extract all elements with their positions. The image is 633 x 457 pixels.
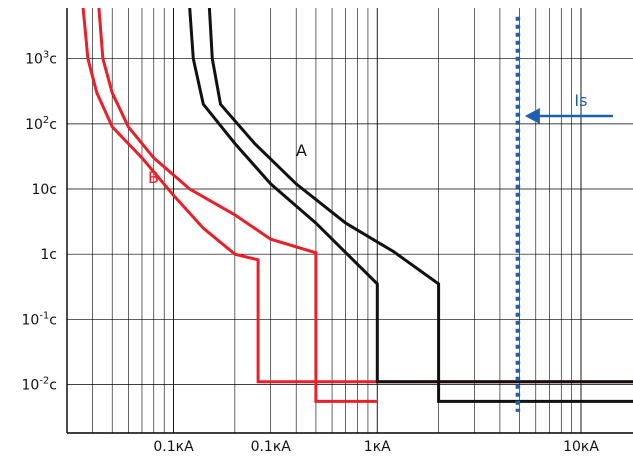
x-tick-label: 1кА — [364, 439, 391, 455]
threshold-label: Is — [574, 91, 587, 110]
threshold-arrow-head — [524, 108, 540, 124]
x-tick-label: 0.1кА — [153, 439, 194, 455]
x-tick-label: 10кА — [563, 439, 599, 455]
curve-labels: BA — [148, 141, 307, 187]
x-tick-label: 0.1кА — [251, 439, 292, 455]
y-tick-label: 10-1c — [21, 310, 57, 328]
y-tick-label: 102c — [25, 115, 57, 133]
curves — [81, 8, 633, 403]
curve-b-upper — [97, 8, 378, 403]
curve-a-upper — [207, 8, 633, 403]
curve-label-b: B — [148, 168, 159, 187]
curve-b-lower — [81, 8, 633, 384]
tick-labels: 0.1кА 0.1кА 1кА 10кА 103c 102c 10c 1c 10-1c 10-2c — [21, 50, 599, 455]
y-tick-label: 10-2c — [21, 375, 57, 393]
grid — [66, 8, 633, 434]
y-tick-label: 10c — [31, 182, 57, 198]
curve-label-a: A — [296, 141, 307, 160]
curve-a-lower — [188, 8, 633, 384]
threshold-marker: Is — [515, 16, 613, 412]
y-tick-label: 103c — [25, 50, 57, 68]
y-tick-label: 1c — [40, 247, 57, 263]
